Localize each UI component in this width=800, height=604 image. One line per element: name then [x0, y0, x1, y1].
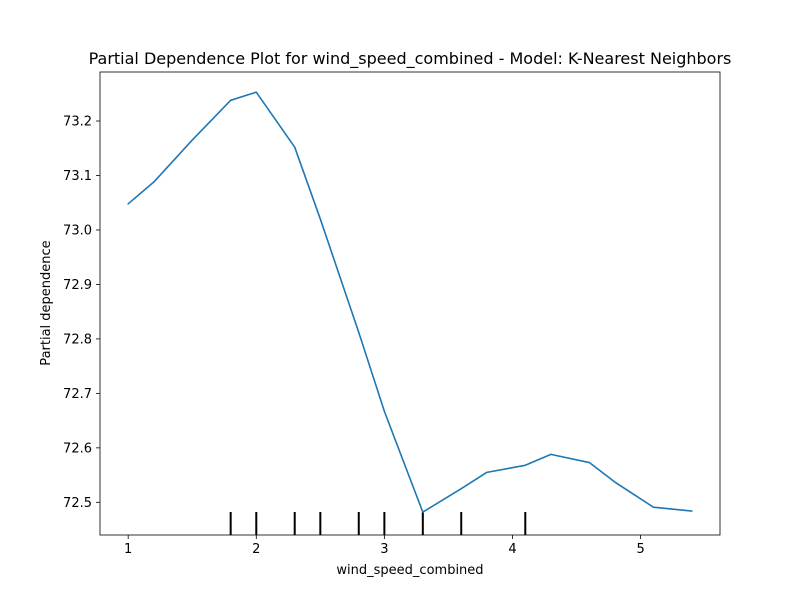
x-tick-label-3: 4: [508, 542, 516, 557]
y-tick-label-6: 73.1: [63, 169, 92, 184]
x-axis-label: wind_speed_combined: [336, 563, 483, 578]
y-tick-label-2: 72.7: [63, 387, 92, 402]
axes-frame: [99, 71, 721, 536]
x-tick-label-2: 3: [380, 542, 388, 557]
x-tick-label-0: 1: [124, 542, 132, 557]
y-axis-label: Partial dependence: [39, 240, 54, 365]
y-tick-label-5: 73.0: [63, 223, 92, 238]
chart-title: Partial Dependence Plot for wind_speed_c…: [89, 49, 732, 69]
y-tick-label-0: 72.5: [63, 496, 92, 511]
x-axis: 1 2 3 4 5: [124, 535, 645, 557]
y-axis: 72.5 72.6 72.7 72.8 72.9 73.0 73.1 73.2: [63, 115, 100, 511]
y-tick-label-1: 72.6: [63, 441, 92, 456]
plot-area: [127, 91, 693, 535]
x-tick-label-1: 2: [252, 542, 260, 557]
x-tick-label-4: 5: [636, 542, 644, 557]
y-tick-label-4: 72.9: [63, 278, 92, 293]
y-tick-label-3: 72.8: [63, 332, 92, 347]
y-tick-label-7: 73.2: [63, 115, 92, 130]
series-line-0: [127, 91, 693, 513]
